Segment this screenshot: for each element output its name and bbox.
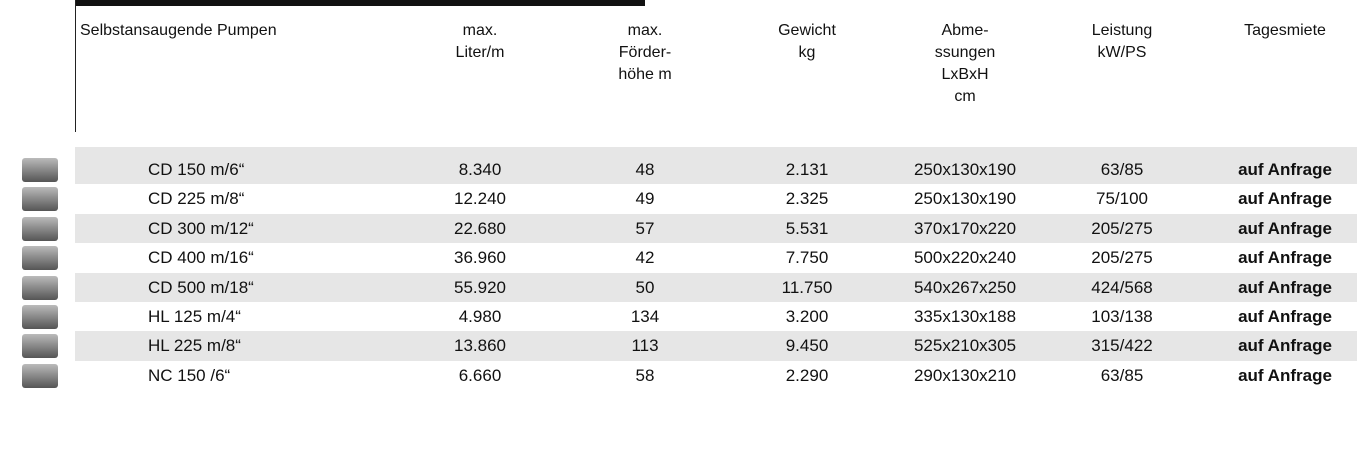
column-header: Selbstansaugende Pumpen xyxy=(80,22,277,39)
pump-name: CD 500 m/18“ xyxy=(148,277,254,297)
pump-name: HL 125 m/4“ xyxy=(148,307,241,326)
column-header: Abme- ssungen LxBxH cm xyxy=(934,22,996,105)
cell-value: 7.750 xyxy=(785,248,829,268)
cell-value: 113 xyxy=(631,336,659,356)
cell-value: 205/275 xyxy=(1091,218,1153,238)
cell-value: 55.920 xyxy=(454,277,506,297)
cell-value: auf Anfrage xyxy=(1238,189,1332,209)
cell-value: 5.531 xyxy=(785,218,829,238)
cell-value: 103/138 xyxy=(1091,307,1153,326)
cell-value: 57 xyxy=(635,218,655,238)
cell-value: 42 xyxy=(635,248,655,268)
cell-value: 12.240 xyxy=(454,189,506,209)
column-header: max. Förder- höhe m xyxy=(618,22,672,83)
cell-value: 22.680 xyxy=(454,218,506,238)
cell-value: 370x170x220 xyxy=(913,218,1017,238)
row-band xyxy=(75,272,1357,302)
column-header: Leistung kW/PS xyxy=(1091,22,1153,61)
column-header: max. Liter/m xyxy=(455,22,505,61)
cell-value: auf Anfrage xyxy=(1238,307,1332,326)
cell-value: 525x210x305 xyxy=(913,336,1017,356)
column-header: Gewicht kg xyxy=(778,22,836,61)
cell-value: 13.860 xyxy=(454,336,506,356)
cell-value: auf Anfrage xyxy=(1238,248,1332,268)
header-border xyxy=(75,0,76,132)
cell-value: 2.290 xyxy=(785,365,829,385)
cell-value: auf Anfrage xyxy=(1238,218,1332,238)
cell-value: 11.750 xyxy=(781,277,833,297)
cell-value: 48 xyxy=(635,160,655,179)
cell-value: 500x220x240 xyxy=(913,248,1017,268)
cell-value: 290x130x210 xyxy=(913,365,1017,385)
pump-icon xyxy=(22,305,58,329)
pump-name: NC 150 /6“ xyxy=(148,365,231,385)
cell-value: 6.660 xyxy=(458,365,502,385)
cell-value: 9.450 xyxy=(785,336,829,356)
cell-value: 49 xyxy=(635,189,655,209)
pump-icon xyxy=(22,216,58,241)
row-band xyxy=(75,331,1357,361)
pump-name: CD 150 m/6“ xyxy=(148,160,245,179)
cell-value: 63/85 xyxy=(1100,160,1144,179)
cell-value: 335x130x188 xyxy=(913,307,1017,326)
title-bar xyxy=(75,0,645,6)
cell-value: auf Anfrage xyxy=(1238,336,1332,356)
cell-value: 205/275 xyxy=(1091,248,1153,268)
cell-value: 75/100 xyxy=(1096,189,1148,209)
cell-value: 315/422 xyxy=(1091,336,1153,356)
cell-value: 424/568 xyxy=(1091,277,1153,297)
cell-value: 63/85 xyxy=(1100,365,1144,385)
pump-name: CD 225 m/8“ xyxy=(148,189,245,209)
cell-value: 2.325 xyxy=(785,189,829,209)
pump-icon xyxy=(22,363,58,388)
column-header: Tagesmiete xyxy=(1244,22,1326,39)
cell-value: 250x130x190 xyxy=(913,189,1017,209)
cell-value: 540x267x250 xyxy=(913,277,1017,297)
cell-value: 8.340 xyxy=(458,160,502,179)
pump-icon xyxy=(22,246,58,271)
row-band xyxy=(75,213,1357,244)
pump-name: CD 300 m/12“ xyxy=(148,218,254,238)
cell-value: 3.200 xyxy=(785,307,829,326)
pump-icon xyxy=(22,158,58,182)
row-band xyxy=(75,155,1357,185)
pump-icon xyxy=(22,334,58,359)
cell-value: 50 xyxy=(635,277,655,297)
pump-name: CD 400 m/16“ xyxy=(148,248,254,268)
cell-value: 4.980 xyxy=(458,307,502,326)
spacer-band xyxy=(75,147,1357,156)
cell-value: 36.960 xyxy=(454,248,506,268)
cell-value: auf Anfrage xyxy=(1238,160,1332,179)
cell-value: auf Anfrage xyxy=(1238,277,1332,297)
cell-value: 58 xyxy=(635,365,655,385)
cell-value: 2.131 xyxy=(785,160,829,179)
cell-value: 134 xyxy=(630,307,660,326)
pump-icon xyxy=(22,275,58,300)
pump-name: HL 225 m/8“ xyxy=(148,336,241,356)
cell-value: auf Anfrage xyxy=(1238,365,1332,385)
cell-value: 250x130x190 xyxy=(913,160,1017,179)
pump-icon xyxy=(22,187,58,212)
